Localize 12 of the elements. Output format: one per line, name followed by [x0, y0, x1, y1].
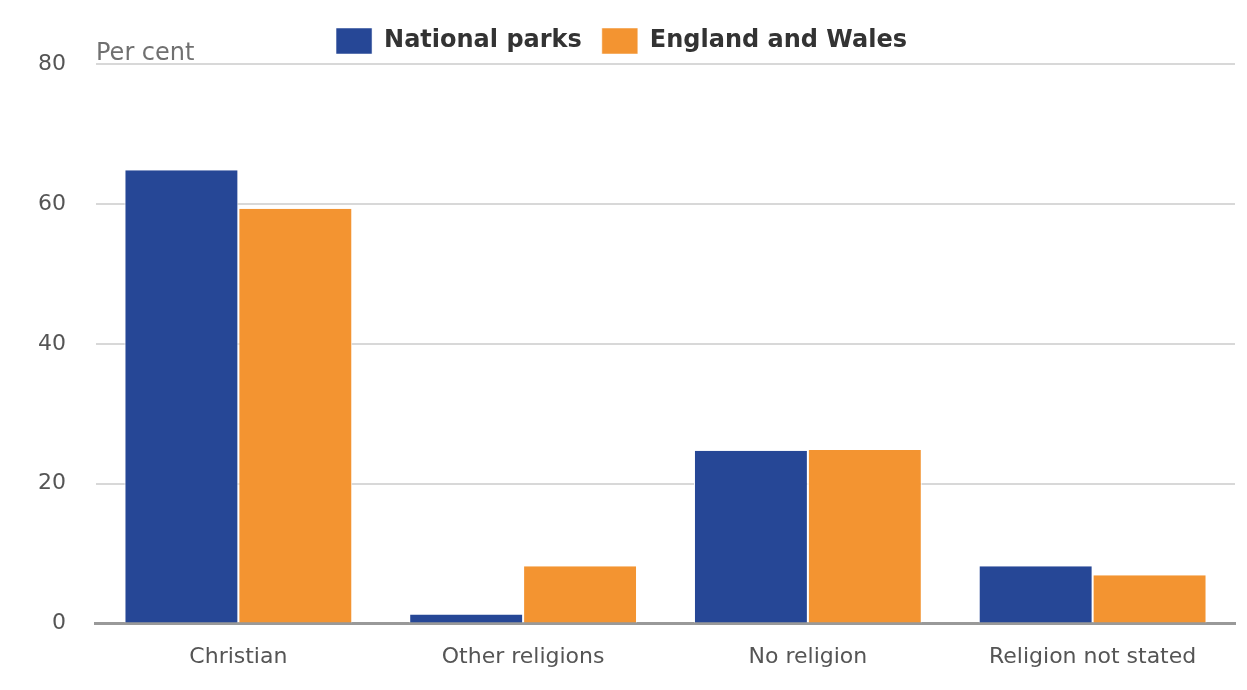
x-tick-label: No religion [748, 642, 868, 668]
x-tick-label: Other religions [441, 642, 605, 668]
y-tick-label: 60 [37, 189, 66, 215]
y-tick-label: 0 [51, 609, 66, 635]
legend-label: England and Wales [649, 25, 907, 54]
y-tick-label: 20 [37, 469, 66, 495]
x-tick-label: Christian [189, 642, 288, 668]
y-axis-title: Per cent [95, 38, 195, 67]
x-tick-label: Religion not stated [989, 642, 1197, 668]
y-tick-label: 80 [37, 49, 66, 75]
legend-label: National parks [384, 25, 582, 54]
y-tick-label: 40 [37, 329, 66, 355]
